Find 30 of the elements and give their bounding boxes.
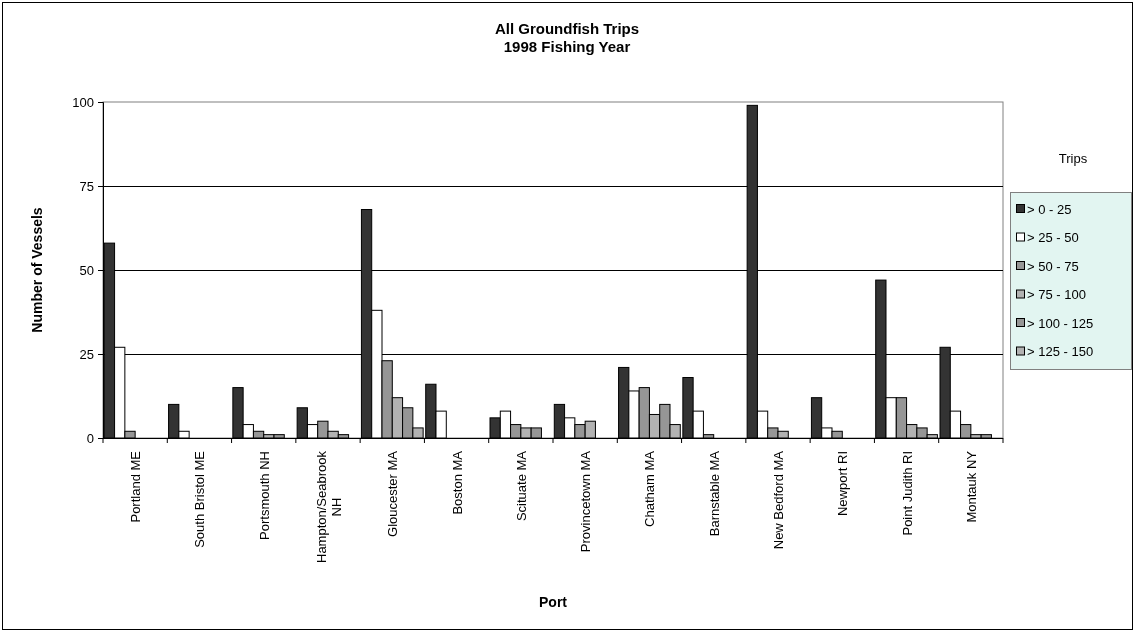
x-tick-label: Portsmouth NH — [256, 451, 272, 540]
legend-label: > 125 - 150 — [1027, 344, 1094, 359]
y-tick-label: 75 — [79, 178, 94, 194]
x-tick-label: Hampton/Seabrook NH — [313, 450, 343, 564]
legend-label: > 50 - 75 — [1027, 258, 1079, 274]
y-axis-title: Number of Vessels — [29, 207, 45, 333]
legend-label: > 100 - 125 — [1027, 315, 1094, 331]
x-tick-label: New Bedford MA — [770, 450, 786, 550]
y-tick-label: 0 — [86, 430, 94, 446]
x-tick-label: Point Judith RI — [899, 451, 915, 536]
x-tick-label: Newport RI — [834, 451, 850, 517]
x-tick-label: Gloucester MA — [384, 450, 400, 537]
x-tick-label: Barnstable MA — [706, 450, 722, 537]
chart-subtitle: 1998 Fishing Year — [503, 38, 631, 55]
x-tick-label: Provincetown MA — [577, 450, 593, 553]
legend-label: > 25 - 50 — [1027, 230, 1079, 245]
x-tick-label: Montauk NY — [963, 450, 979, 523]
x-tick-label: South Bristol ME — [191, 450, 207, 548]
chart-title: All Groundfish Trips — [494, 20, 640, 37]
y-tick-label: 100 — [72, 94, 94, 110]
legend-label: > 75 - 100 — [1027, 287, 1086, 302]
x-tick-label: Scituate MA — [513, 450, 529, 522]
y-tick-label: 25 — [79, 346, 94, 362]
x-tick-label: Boston MA — [449, 450, 465, 515]
legend-title: Trips — [1058, 151, 1088, 166]
legend-label: > 0 - 25 — [1027, 201, 1072, 217]
x-axis-title: Port — [539, 594, 568, 610]
x-tick-label: Portland ME — [127, 450, 143, 523]
x-tick-label: Chatham MA — [641, 450, 657, 527]
y-tick-label: 50 — [79, 262, 94, 278]
